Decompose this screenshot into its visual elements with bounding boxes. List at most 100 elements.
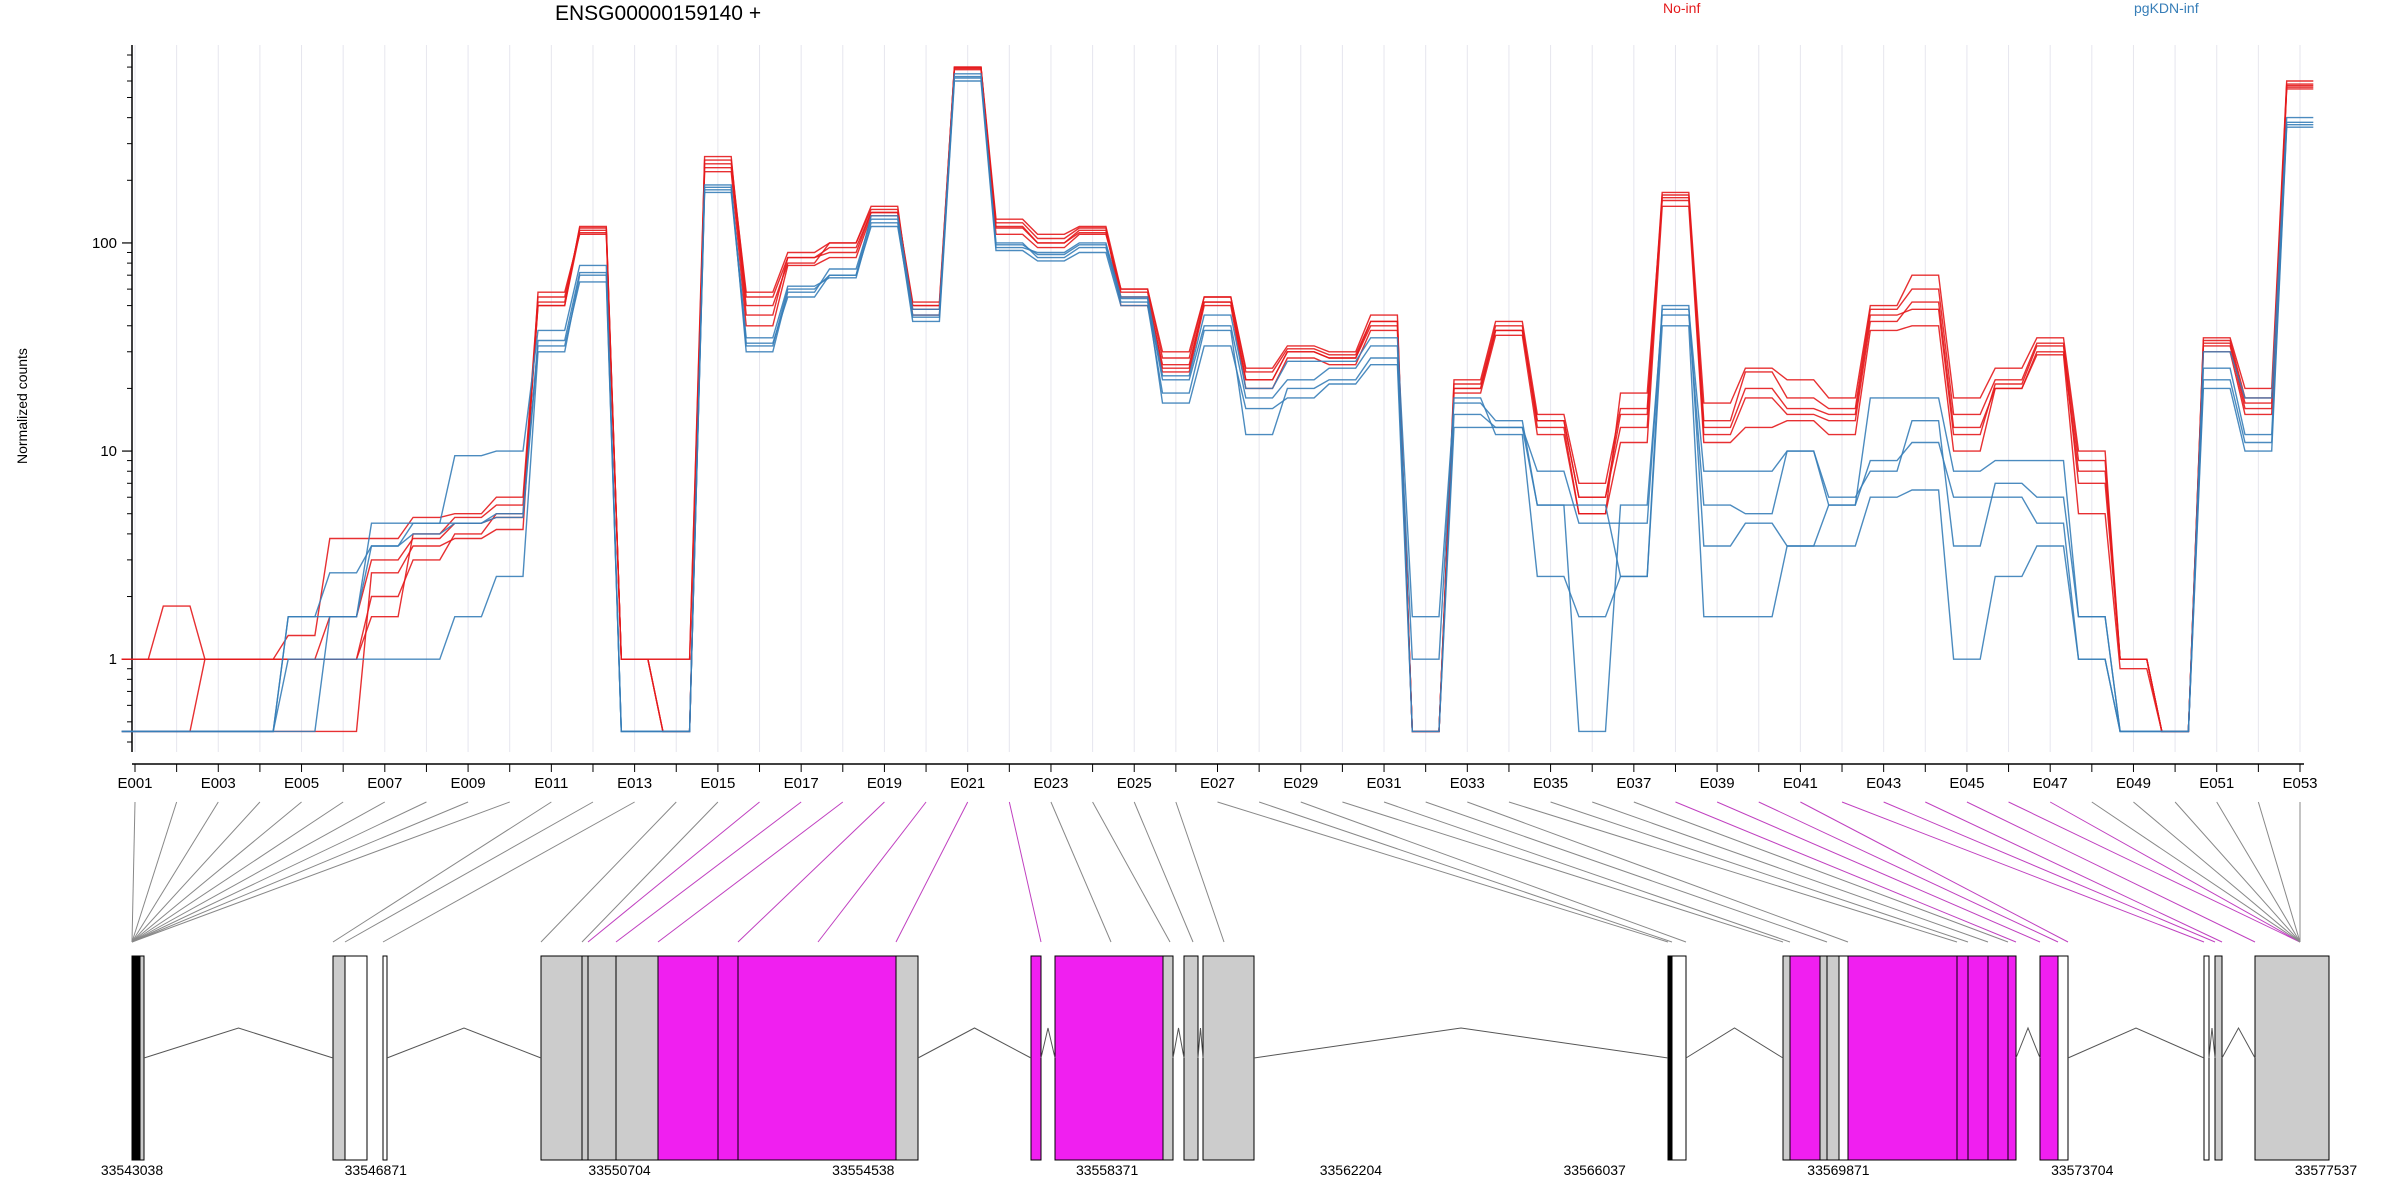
exon-connector: [1342, 801, 1784, 943]
genomic-position-label: 33543038: [101, 1162, 164, 1178]
exon-connector: [1508, 801, 1958, 943]
y-tick-label: 10: [100, 443, 117, 460]
series-line-pgkdn-inf: [121, 77, 2314, 733]
legend-pgkdn-inf: pgKDN-inf: [2134, 0, 2199, 16]
exon-box: [1667, 955, 1673, 1161]
genomic-position-label: 33562204: [1320, 1162, 1383, 1178]
chart-title: ENSG00000159140 +: [555, 2, 762, 25]
exon-connector: [540, 801, 677, 943]
exon-box: [581, 955, 589, 1161]
exon-connector: [1050, 801, 1112, 943]
x-tick-label: E007: [367, 775, 402, 792]
exon-box: [2057, 955, 2069, 1161]
series-line-pgkdn-inf: [121, 75, 2314, 733]
exon-connector: [1966, 801, 2256, 943]
exon-connector: [131, 801, 344, 943]
x-tick-label: E011: [534, 775, 568, 792]
x-tick-label: E045: [1949, 775, 1984, 792]
series-line-pgkdn-inf: [121, 80, 2314, 733]
exon-connector: [1841, 801, 2205, 943]
exon-box: [540, 955, 583, 1161]
exon-box: [615, 955, 659, 1161]
exon-connector: [131, 801, 510, 943]
exon-box: [1987, 955, 2009, 1161]
x-tick-label: E001: [117, 775, 152, 792]
exon-connector: [332, 801, 552, 943]
x-tick-label: E025: [1117, 775, 1152, 792]
genomic-position-label: 33566037: [1564, 1162, 1627, 1178]
genomic-position-label: 33558371: [1076, 1162, 1139, 1178]
x-tick-label: E017: [784, 775, 819, 792]
exon-connector: [1467, 801, 1849, 943]
exon-connector: [344, 801, 594, 943]
exon-connector: [587, 801, 760, 943]
intron-line: [2221, 1026, 2256, 1059]
exon-box: [1030, 955, 1042, 1161]
y-tick-label: 100: [92, 235, 117, 252]
exon-connector: [131, 801, 469, 943]
x-tick-label: E037: [1616, 775, 1651, 792]
x-tick-label: E049: [2116, 775, 2151, 792]
exon-connector: [1716, 801, 2041, 943]
exon-connector: [737, 801, 885, 943]
genomic-position-label: 33577537: [2295, 1162, 2358, 1178]
exon-connector: [2174, 801, 2301, 943]
exon-box: [2007, 955, 2017, 1161]
x-tick-label: E029: [1283, 775, 1318, 792]
intron-line: [2067, 1027, 2205, 1059]
genomic-position-label: 33569871: [1807, 1162, 1870, 1178]
exon-connector: [1258, 801, 1673, 943]
series-line-no-inf: [121, 67, 2314, 733]
exon-connector: [2257, 801, 2301, 943]
x-tick-label: E027: [1200, 775, 1235, 792]
exon-connector: [1925, 801, 2223, 943]
exon-box: [895, 955, 919, 1161]
exon-box: [139, 955, 145, 1161]
exon-connector: [1758, 801, 2059, 943]
x-tick-label: E021: [950, 775, 985, 792]
exon-connector: [1133, 801, 1194, 943]
intron-line: [917, 1027, 1032, 1059]
y-tick-label: 1: [109, 651, 117, 668]
genomic-position-label: 33554538: [832, 1162, 895, 1178]
exon-connector: [131, 801, 427, 943]
legend-no-inf: No-inf: [1663, 0, 1701, 16]
x-tick-label: E023: [1033, 775, 1068, 792]
x-tick-label: E053: [2282, 775, 2317, 792]
x-tick-label: E047: [2033, 775, 2068, 792]
exon-box: [1956, 955, 1969, 1161]
exon-connector: [1883, 801, 2216, 943]
intron-line: [1197, 1027, 1204, 1059]
series-line-no-inf: [121, 69, 2314, 733]
exon-box: [1826, 955, 1840, 1161]
exon-connector: [131, 801, 302, 943]
exon-connector: [2091, 801, 2301, 943]
x-tick-label: E019: [867, 775, 902, 792]
exon-box: [1967, 955, 1989, 1161]
exon-box: [587, 955, 617, 1161]
genomic-position-label: 33546871: [345, 1162, 408, 1178]
exon-box: [344, 955, 368, 1161]
exon-connector: [1300, 801, 1687, 943]
exon-connector: [2216, 801, 2301, 943]
exon-box: [1782, 955, 1791, 1161]
exon-box: [1819, 955, 1828, 1161]
exon-connector: [1800, 801, 2069, 943]
exon-box: [657, 955, 719, 1161]
exon-connector: [657, 801, 844, 943]
exon-box: [2214, 955, 2223, 1161]
x-tick-label: E041: [1783, 775, 1818, 792]
exon-box: [1671, 955, 1687, 1161]
exon-connector: [131, 801, 219, 943]
x-tick-label: E033: [1450, 775, 1485, 792]
exon-box: [1183, 955, 1199, 1161]
x-tick-label: E005: [284, 775, 319, 792]
exon-connector: [1633, 801, 2009, 943]
exon-connector: [2008, 801, 2301, 943]
exon-connector: [1675, 801, 2017, 943]
x-tick-label: E013: [617, 775, 652, 792]
exon-connector: [1592, 801, 1989, 943]
exon-connector: [131, 801, 136, 943]
intron-line: [2208, 1027, 2216, 1059]
